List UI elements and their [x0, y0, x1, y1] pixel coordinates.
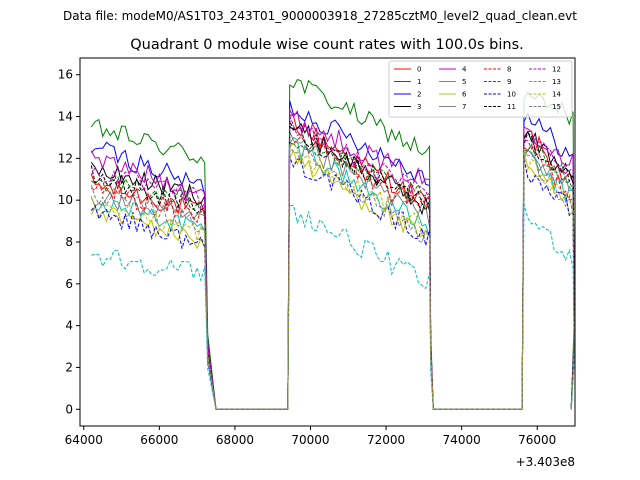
series-line-10 — [90, 156, 575, 410]
y-tick-label: 14 — [58, 110, 73, 124]
series-layer — [90, 78, 575, 410]
legend-label-3: 3 — [417, 103, 421, 111]
legend-label-8: 8 — [507, 66, 511, 74]
series-line-2 — [90, 100, 575, 410]
legend-label-13: 13 — [552, 78, 561, 86]
legend-label-2: 2 — [417, 91, 421, 99]
series-line-14 — [90, 143, 575, 410]
legend-label-10: 10 — [507, 91, 516, 99]
legend-label-1: 1 — [417, 78, 421, 86]
y-tick-label: 16 — [58, 68, 73, 82]
y-tick-label: 4 — [65, 319, 73, 333]
axes-background — [80, 58, 575, 426]
y-tick-label: 12 — [58, 151, 73, 165]
x-axis: 64000 66000 68000 70000 72000 74000 76000 — [65, 426, 556, 447]
series-line-4 — [90, 107, 575, 410]
x-tick-label: 76000 — [518, 433, 556, 447]
legend-label-11: 11 — [507, 103, 516, 111]
legend-label-12: 12 — [552, 66, 561, 74]
legend-label-6: 6 — [462, 91, 467, 99]
figure-suptitle: Data file: modeM0/AS1T03_243T01_90000039… — [63, 9, 577, 23]
series-line-11 — [90, 120, 575, 410]
x-tick-label: 74000 — [443, 433, 481, 447]
x-tick-label: 66000 — [140, 433, 178, 447]
legend-label-15: 15 — [552, 103, 561, 111]
y-tick-label: 8 — [65, 235, 73, 249]
chart-title: Quadrant 0 module wise count rates with … — [130, 37, 524, 53]
y-tick-label: 6 — [65, 277, 73, 291]
legend-label-0: 0 — [417, 66, 421, 74]
x-tick-label: 64000 — [65, 433, 103, 447]
legend-box — [388, 60, 573, 118]
legend-label-7: 7 — [462, 103, 466, 111]
x-tick-label: 72000 — [367, 433, 405, 447]
series-line-12 — [90, 115, 575, 410]
legend-label-4: 4 — [462, 66, 467, 74]
series-line-15 — [90, 143, 575, 410]
legend-label-14: 14 — [552, 91, 561, 99]
y-tick-label: 10 — [58, 193, 73, 207]
plot-area: 64000 66000 68000 70000 72000 74000 76000 0 2 4 6… — [58, 57, 576, 469]
x-tick-label: 68000 — [216, 433, 254, 447]
x-tick-label: 70000 — [291, 433, 329, 447]
x-axis-offset-label: +3.403e8 — [516, 455, 575, 469]
y-tick-label: 0 — [65, 402, 73, 416]
legend-label-9: 9 — [507, 78, 511, 86]
legend-label-5: 5 — [462, 78, 466, 86]
y-axis: 0 2 4 6 8 10 12 14 16 — [58, 68, 80, 416]
y-tick-label: 2 — [65, 360, 73, 374]
